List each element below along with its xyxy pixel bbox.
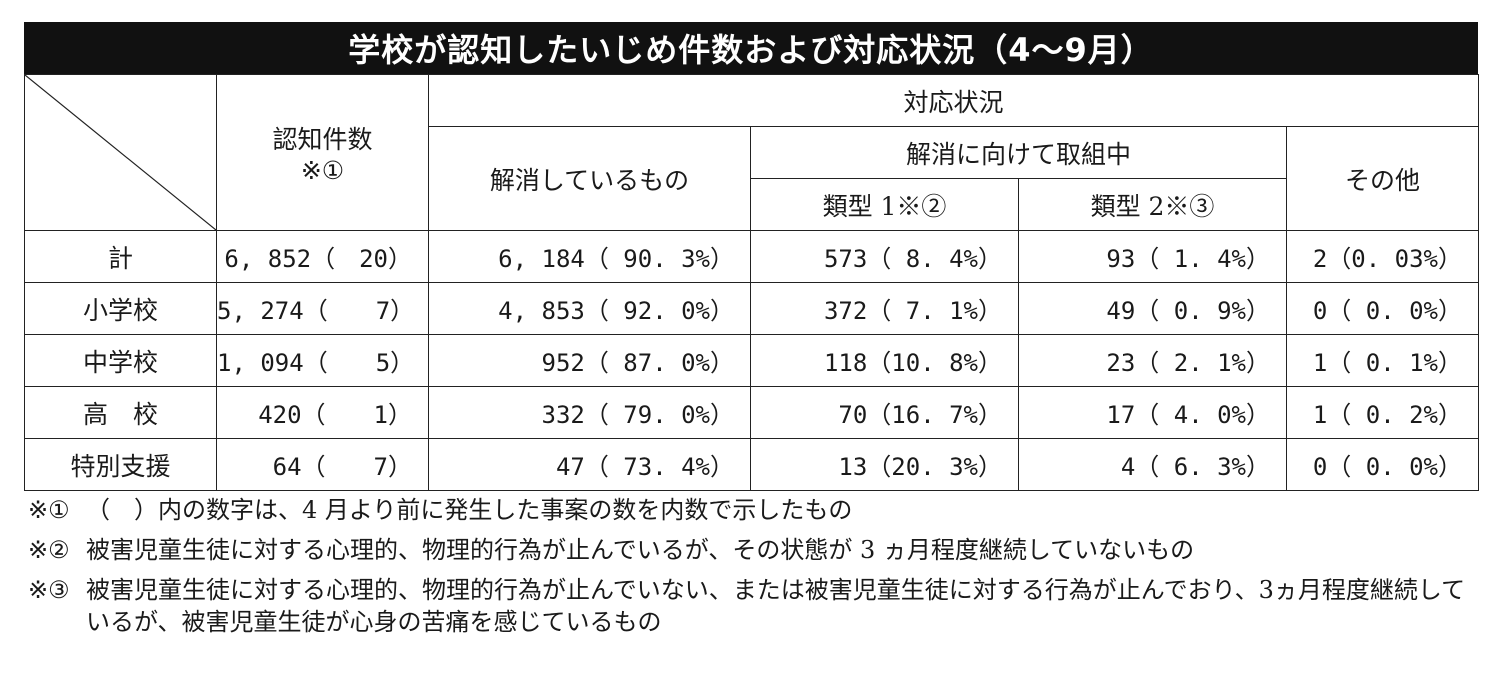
row-label: 特別支援 <box>24 438 217 491</box>
row-label: 小学校 <box>24 282 217 335</box>
bullying-table: 認知件数 ※① 対応状況 解消しているもの 解消に向けて取組中 その他 類型 1… <box>24 74 1480 491</box>
header-recognized: 認知件数 ※① <box>216 74 429 231</box>
row-label: 高 校 <box>24 386 217 439</box>
header-other: その他 <box>1285 126 1480 231</box>
cell-recognized: 420（ 1） <box>216 386 429 439</box>
table-row: 中学校 1, 094（ 5） 952（ 87. 0%） 118（10. 8%） … <box>24 334 1480 387</box>
header-type1: 類型 1※② <box>750 178 1019 231</box>
cell-type2: 23（ 2. 1%） <box>1018 334 1287 387</box>
row-label: 計 <box>24 230 217 283</box>
cell-type2: 93（ 1. 4%） <box>1018 230 1287 283</box>
header-recognized-label: 認知件数 <box>272 125 373 154</box>
cell-recognized: 64（ 7） <box>216 438 429 491</box>
footnote: ※② 被害児童生徒に対する心理的、物理的行為が止んでいるが、その状態が 3 ヵ月… <box>28 534 1478 566</box>
cell-other: 2（0. 03%） <box>1285 230 1480 283</box>
cell-resolved: 4, 853（ 92. 0%） <box>428 282 751 335</box>
cell-recognized: 1, 094（ 5） <box>216 334 429 387</box>
footnote: ※① （ ）内の数字は、4 月より前に発生した事案の数を内数で示したもの <box>28 494 1478 526</box>
diagonal-line <box>25 75 216 230</box>
cell-recognized: 6, 852（ 20） <box>216 230 429 283</box>
cell-other: 0（ 0. 0%） <box>1285 282 1480 335</box>
footnotes: ※① （ ）内の数字は、4 月より前に発生した事案の数を内数で示したもの ※② … <box>28 494 1478 638</box>
cell-type2: 17（ 4. 0%） <box>1018 386 1287 439</box>
cell-type2: 49（ 0. 9%） <box>1018 282 1287 335</box>
footnote-mark: ※② <box>28 536 70 564</box>
table-row: 特別支援 64（ 7） 47（ 73. 4%） 13（20. 3%） 4（ 6.… <box>24 438 1480 491</box>
table-title: 学校が認知したいじめ件数および対応状況（4〜9月） <box>24 22 1478 74</box>
cell-other: 1（ 0. 1%） <box>1285 334 1480 387</box>
footnote: ※③ 被害児童生徒に対する心理的、物理的行為が止んでいない、または被害児童生徒に… <box>28 574 1478 638</box>
footnote-text: 被害児童生徒に対する心理的、物理的行為が止んでいない、または被害児童生徒に対する… <box>86 576 1466 636</box>
cell-type1: 118（10. 8%） <box>750 334 1019 387</box>
cell-type1: 372（ 7. 1%） <box>750 282 1019 335</box>
cell-type2: 4（ 6. 3%） <box>1018 438 1287 491</box>
cell-other: 1（ 0. 2%） <box>1285 386 1480 439</box>
footnote-text: （ ）内の数字は、4 月より前に発生した事案の数を内数で示したもの <box>86 496 853 524</box>
header-resolved: 解消しているもの <box>428 126 751 231</box>
cell-type1: 13（20. 3%） <box>750 438 1019 491</box>
cell-resolved: 332（ 79. 0%） <box>428 386 751 439</box>
cell-resolved: 47（ 73. 4%） <box>428 438 751 491</box>
cell-type1: 70（16. 7%） <box>750 386 1019 439</box>
footnote-mark: ※③ <box>28 576 70 604</box>
cell-type1: 573（ 8. 4%） <box>750 230 1019 283</box>
cell-other: 0（ 0. 0%） <box>1285 438 1480 491</box>
cell-resolved: 952（ 87. 0%） <box>428 334 751 387</box>
header-recognized-note: ※① <box>300 156 345 185</box>
footnote-text: 被害児童生徒に対する心理的、物理的行為が止んでいるが、その状態が 3 ヵ月程度継… <box>86 536 1195 564</box>
header-response: 対応状況 <box>427 74 1480 127</box>
table-row: 計 6, 852（ 20） 6, 184（ 90. 3%） 573（ 8. 4%… <box>24 230 1480 283</box>
footnote-mark: ※① <box>28 496 70 524</box>
table-row: 高 校 420（ 1） 332（ 79. 0%） 70（16. 7%） 17（ … <box>24 386 1480 439</box>
table-row: 小学校 5, 274（ 7） 4, 853（ 92. 0%） 372（ 7. 1… <box>24 282 1480 335</box>
corner-cell <box>24 74 217 231</box>
header-in-progress: 解消に向けて取組中 <box>750 126 1287 179</box>
cell-resolved: 6, 184（ 90. 3%） <box>428 230 751 283</box>
header-type2: 類型 2※③ <box>1018 178 1287 231</box>
row-label: 中学校 <box>24 334 217 387</box>
cell-recognized: 5, 274（ 7） <box>216 282 429 335</box>
